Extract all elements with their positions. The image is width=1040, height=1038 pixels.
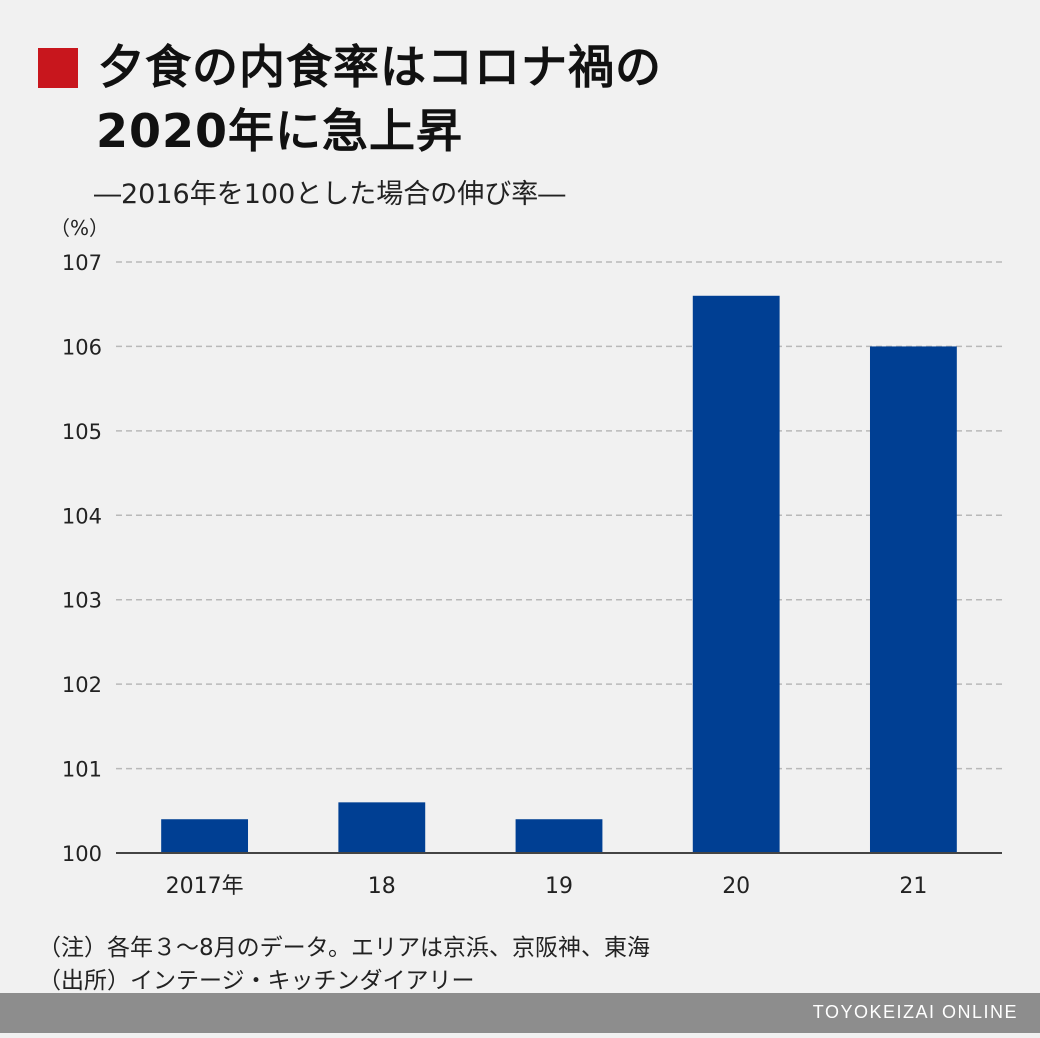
bars <box>161 295 957 853</box>
bar-0 <box>161 819 249 853</box>
gridlines <box>116 261 1002 770</box>
x-axis-ticks: 2017年 18 19 20 21 <box>166 874 928 899</box>
bar-2 <box>515 819 603 853</box>
y-tick-label: 101 <box>62 758 102 782</box>
x-tick-label: 20 <box>722 874 750 899</box>
chart-title-line-1: 夕食の内食率はコロナ禍の <box>98 40 662 94</box>
y-axis-unit-label: （%） <box>50 216 110 240</box>
footer-bar: TOYOKEIZAI ONLINE <box>0 993 1040 1033</box>
footnote-source: （出所）インテージ・キッチンダイアリー <box>38 968 475 994</box>
y-tick-label: 105 <box>62 420 102 444</box>
bar-chart: 100 101 102 103 104 105 106 107 2017年 18 19 20 21 <box>62 251 1002 899</box>
y-tick-label: 106 <box>62 335 102 359</box>
x-tick-label: 18 <box>368 874 396 899</box>
y-tick-label: 100 <box>62 842 102 866</box>
chart-subtitle: ―2016年を100とした場合の伸び率― <box>94 179 566 210</box>
x-tick-label: 19 <box>545 874 573 899</box>
bar-3 <box>692 295 780 853</box>
footnote-note: （注）各年３〜8月のデータ。エリアは京浜、京阪神、東海 <box>38 935 650 961</box>
x-tick-label: 21 <box>899 874 927 899</box>
bar-4 <box>869 346 957 853</box>
footer-brand: TOYOKEIZAI ONLINE <box>812 1002 1018 1022</box>
y-tick-label: 103 <box>62 589 102 613</box>
bar-1 <box>338 802 426 853</box>
y-axis-ticks: 100 101 102 103 104 105 106 107 <box>62 251 102 866</box>
y-tick-label: 104 <box>62 504 102 528</box>
y-tick-label: 102 <box>62 673 102 697</box>
y-tick-label: 107 <box>62 251 102 275</box>
x-tick-label: 2017年 <box>166 874 244 899</box>
chart-title-line-2: 2020年に急上昇 <box>96 104 464 158</box>
title-marker-square <box>38 48 78 88</box>
